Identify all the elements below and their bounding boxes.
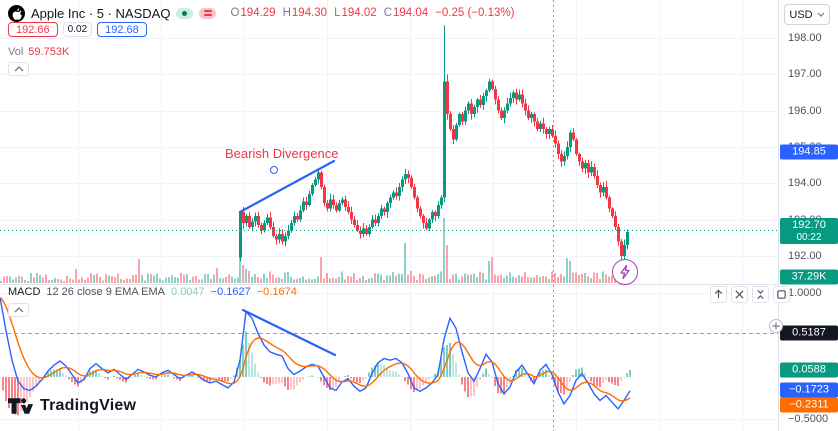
chevron-up-icon xyxy=(14,66,23,72)
lightning-button[interactable] xyxy=(612,259,638,285)
axis-price-label: 1.0000 xyxy=(788,287,822,299)
currency-selector[interactable]: USD xyxy=(784,4,830,25)
plus-icon xyxy=(772,322,780,330)
chevron-up-icon xyxy=(14,307,23,313)
buy-button[interactable]: 192.68 xyxy=(97,22,147,37)
high-value: 194.30 xyxy=(291,7,328,19)
move-pane-up-button[interactable] xyxy=(710,286,727,303)
currency-label: USD xyxy=(789,8,813,21)
lightning-bolt-icon xyxy=(620,265,630,279)
add-alert-button[interactable] xyxy=(769,319,783,333)
close-icon xyxy=(735,290,744,299)
axis-price-badge: 0.0588 xyxy=(780,362,838,378)
maximize-pane-button[interactable] xyxy=(773,286,790,303)
low-value: 194.02 xyxy=(341,7,377,19)
axis-price-badge: −0.1723 xyxy=(780,382,838,398)
symbol-title[interactable]: Apple Inc · 5 · NASDAQ xyxy=(31,5,171,21)
close-pane-button[interactable] xyxy=(731,286,748,303)
market-open-dot-icon xyxy=(182,10,188,16)
axis-price-badge: 194.85 xyxy=(780,144,838,160)
volume-legend: Vol 59.753K xyxy=(8,46,69,58)
macd-title: MACD xyxy=(8,286,41,298)
bearish-divergence-text[interactable]: Bearish Divergence xyxy=(225,146,339,161)
tradingview-logo[interactable]: TradingView xyxy=(8,397,136,415)
axis-price-badge: −0.2311 xyxy=(780,397,838,413)
collapse-macd-legend-button[interactable] xyxy=(8,303,29,317)
chevron-down-icon xyxy=(817,12,825,17)
macd-trendline[interactable] xyxy=(241,308,337,357)
collapse-pane-button[interactable] xyxy=(752,286,769,303)
maximize-icon xyxy=(777,290,786,299)
sell-button[interactable]: 192.66 xyxy=(8,22,58,37)
axis-price-label: 197.00 xyxy=(788,68,822,80)
macd-hist-value: 0.0047 xyxy=(171,286,205,298)
axis-price-label: 196.00 xyxy=(788,105,822,117)
axis-price-label: 192.00 xyxy=(788,250,822,262)
macd-pane-toolbar xyxy=(710,286,790,303)
notes-line-icon xyxy=(203,10,212,12)
macd-signal-line xyxy=(0,296,631,402)
symbol-legend: Apple Inc · 5 · NASDAQ O194.29 H194.30 L… xyxy=(8,4,514,22)
axis-price-badge: 37.29K xyxy=(780,269,838,285)
close-value: 194.04 xyxy=(393,7,429,19)
collapse-legend-button[interactable] xyxy=(8,62,29,76)
collapse-icon xyxy=(757,289,764,300)
tradingview-mark-icon xyxy=(8,398,33,414)
macd-params: 12 26 close 9 EMA EMA xyxy=(46,286,166,298)
price-trendline[interactable] xyxy=(238,159,336,214)
bid-ask-row: 192.66 0.02 192.68 xyxy=(8,22,147,37)
macd-legend: MACD 12 26 close 9 EMA EMA 0.0047 −0.162… xyxy=(8,286,297,298)
axis-price-label: −0.5000 xyxy=(788,413,829,425)
macd-signal-value: −0.1674 xyxy=(256,286,297,298)
notes-pill[interactable] xyxy=(199,7,217,19)
volume-value: 59.753K xyxy=(28,46,70,58)
axis-price-badge: 0.5187 xyxy=(780,325,838,341)
change-value: −0.25 (−0.13%) xyxy=(435,7,515,19)
axis-price-label: 194.00 xyxy=(788,177,822,189)
brand-text: TradingView xyxy=(40,397,137,414)
market-status-pill[interactable] xyxy=(176,7,194,19)
notes-line-icon xyxy=(203,14,212,16)
ohlc-values: O194.29 H194.30 L194.02 C194.04 −0.25 (−… xyxy=(230,7,515,19)
axis-price-badge: 192.70 00:22 xyxy=(780,218,838,244)
open-value: 194.29 xyxy=(240,7,276,19)
trendline-handle[interactable] xyxy=(270,166,278,174)
macd-line xyxy=(0,297,631,411)
axis-price-label: 198.00 xyxy=(788,32,822,44)
arrow-up-icon xyxy=(714,289,723,299)
macd-line-value: −0.1627 xyxy=(210,286,251,298)
spread-value: 0.02 xyxy=(62,22,93,37)
volume-label: Vol xyxy=(8,46,24,58)
apple-logo-icon xyxy=(8,4,25,22)
price-axis[interactable]: 198.00197.00196.00195.00194.00193.00192.… xyxy=(778,0,838,431)
